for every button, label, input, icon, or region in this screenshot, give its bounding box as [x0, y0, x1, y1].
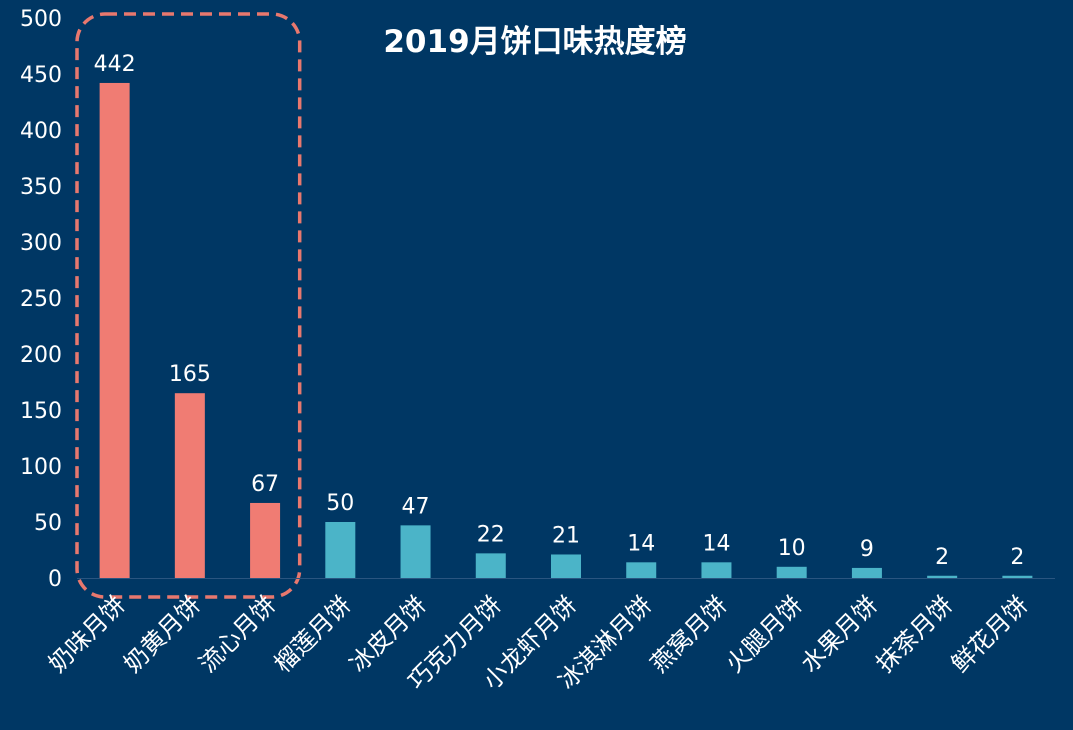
y-tick-label: 500	[20, 7, 62, 32]
y-tick-label: 0	[48, 567, 62, 592]
data-label: 9	[860, 537, 874, 562]
y-axis: 0 50 100 150 200 250 300 350 400 450 500	[20, 7, 62, 592]
data-label: 10	[778, 536, 806, 561]
y-tick-label: 250	[20, 287, 62, 312]
highlight-frame	[75, 12, 302, 599]
y-tick-label: 150	[20, 399, 62, 424]
bar	[551, 554, 581, 578]
data-label: 442	[94, 52, 136, 77]
data-label: 50	[326, 491, 354, 516]
bar	[851, 567, 882, 578]
bar	[701, 562, 732, 578]
bar	[174, 393, 205, 578]
data-label: 47	[402, 494, 430, 519]
y-tick-label: 350	[20, 175, 62, 200]
bar	[99, 82, 130, 579]
data-label: 22	[477, 522, 505, 547]
y-tick-label: 300	[20, 231, 62, 256]
data-label: 165	[169, 362, 211, 387]
data-label: 14	[702, 531, 730, 556]
bar	[475, 553, 506, 578]
y-tick-label: 100	[20, 455, 62, 480]
bar	[776, 566, 807, 578]
y-tick-label: 200	[20, 343, 62, 368]
bar	[927, 575, 958, 578]
y-tick-label: 400	[20, 119, 62, 144]
bar	[1002, 575, 1033, 578]
bar	[325, 522, 356, 578]
bar	[626, 562, 657, 578]
bar	[400, 525, 431, 578]
y-tick-label: 450	[20, 63, 62, 88]
bar	[250, 502, 281, 578]
data-label: 2	[935, 545, 949, 570]
data-label: 21	[552, 523, 580, 548]
data-label: 2	[1010, 545, 1024, 570]
y-tick-label: 50	[34, 511, 62, 536]
chart-title: 2019月饼口味热度榜	[383, 24, 686, 60]
data-label: 67	[251, 472, 279, 497]
data-label: 14	[627, 531, 655, 556]
